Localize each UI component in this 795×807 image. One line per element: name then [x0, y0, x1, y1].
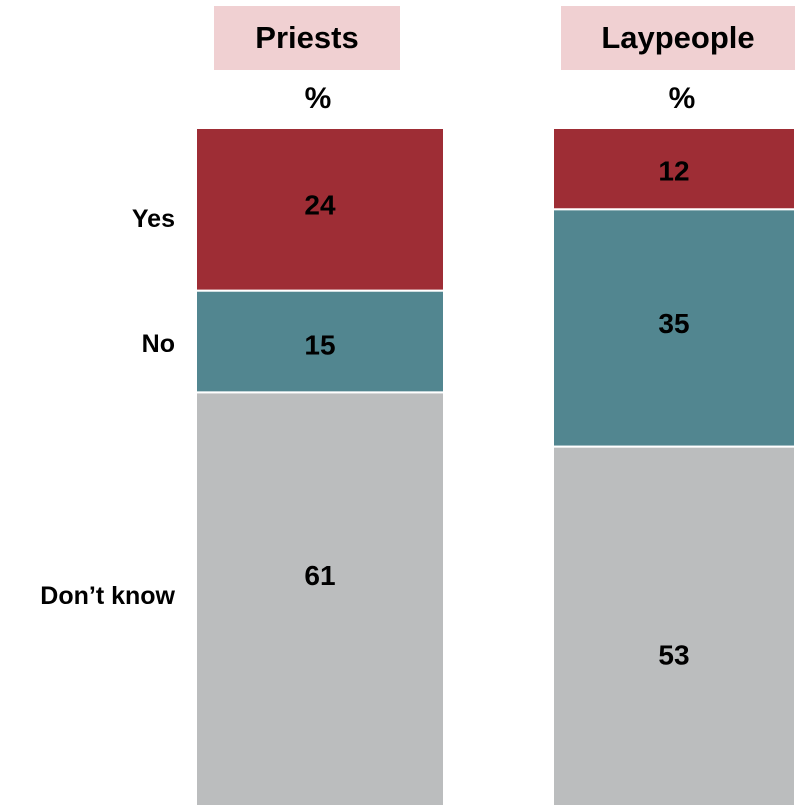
bar-segment-laypeople-0	[552, 127, 795, 211]
data-label-priests-2: 61	[304, 560, 335, 591]
laypeople-header: Laypeople	[561, 6, 795, 70]
data-label-priests-1: 15	[304, 330, 335, 361]
priests-percent-label: %	[304, 82, 332, 115]
priests-header: Priests	[214, 6, 400, 70]
row-label-dont-know: Don’t know	[40, 582, 175, 610]
row-label-yes: Yes	[131, 205, 175, 233]
row-label-no: No	[141, 330, 175, 358]
data-label-priests-0: 24	[304, 189, 336, 220]
bar-segment-laypeople-2	[552, 445, 795, 807]
laypeople-percent-label: %	[668, 82, 696, 115]
data-label-laypeople-1: 35	[658, 308, 689, 339]
bar-segment-priests-1	[195, 289, 445, 394]
bar-segment-priests-0	[195, 127, 445, 292]
bar-segment-priests-2	[195, 391, 445, 807]
bar-segment-laypeople-1	[552, 208, 795, 448]
data-label-laypeople-2: 53	[658, 639, 689, 670]
data-label-laypeople-0: 12	[658, 156, 689, 187]
